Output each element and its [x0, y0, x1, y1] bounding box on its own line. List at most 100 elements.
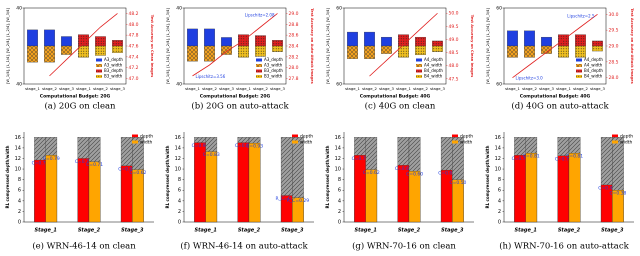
bar-pattern: [507, 46, 518, 58]
y-tick-label: 6: [178, 188, 181, 194]
accuracy-line: [49, 13, 118, 77]
y2-tick-label: 28.4: [289, 44, 299, 50]
y-tick-label: 4: [498, 198, 501, 204]
y-tick-label: 12: [15, 156, 21, 162]
legend-label: B3_depth: [264, 68, 283, 73]
y-tick-label: 0: [178, 220, 181, 226]
caption: (a) 20G on clean: [44, 101, 116, 112]
bar-pattern: [112, 46, 123, 53]
y2-tick-label: 29.5: [609, 28, 619, 34]
x-tick-label: stage_2: [413, 86, 428, 91]
y-tick-label: 10: [15, 167, 21, 173]
legend-swatch-pattern: [416, 64, 422, 67]
bar: [354, 155, 366, 223]
legend-swatch: [96, 58, 102, 62]
y2-tick-label: 50.0: [449, 11, 459, 17]
bar-pattern: [524, 46, 535, 58]
y2-tick-label: 28.5: [609, 59, 619, 65]
bar: [557, 155, 570, 223]
x-tick-label: stage_3: [59, 86, 74, 91]
y2-axis-label: Test Accuracy on Auto-Attack Images: [310, 8, 314, 83]
bar: [408, 171, 421, 223]
bar: [612, 190, 624, 223]
y-axis-label: RL compressed depth/width: [325, 145, 330, 208]
point-label: R_C=0.31: [276, 196, 298, 202]
point-label: C=0.38: [609, 191, 626, 197]
bar-pattern: [592, 46, 603, 52]
accuracy-line: [512, 14, 598, 78]
y-tick-label: 6: [18, 188, 21, 194]
caption: (e) WRN-46-14 on clean: [32, 241, 136, 252]
legend-swatch-pattern: [576, 69, 582, 73]
bar-pattern: [238, 46, 249, 58]
y2-tick-label: 48.0: [129, 22, 139, 28]
y-tick-label: 8: [498, 177, 501, 183]
bar-pattern: [398, 46, 409, 58]
legend-swatch: [256, 58, 262, 62]
bar-pattern: [78, 46, 89, 58]
bar-pattern: [575, 34, 586, 46]
legend-label: A3_width: [104, 63, 123, 68]
x-tick-label: Stage_3: [441, 228, 464, 234]
point-label: C=0.81: [523, 154, 540, 160]
point-label: R_C=0.29: [287, 198, 309, 204]
bar-pattern: [44, 46, 55, 63]
legend-swatch-pattern: [96, 69, 102, 73]
legend-swatch-pattern: [256, 69, 262, 73]
y-tick-label: 14: [15, 145, 21, 151]
y-tick-label: 0: [498, 220, 501, 226]
y-tick-label: 16: [495, 135, 501, 141]
bar: [452, 179, 464, 223]
bar: [525, 153, 538, 223]
legend-swatch-pattern: [96, 64, 102, 67]
x-tick-label: stage_3: [590, 86, 605, 91]
y-axis-label: [W_1/4], [L_1/4], [W_2/4], [L_2/4], [W_3…: [6, 8, 10, 84]
bar: [204, 28, 215, 47]
legend-swatch-pattern: [416, 75, 422, 78]
legend-label: B4_width: [424, 74, 443, 79]
legend-label: width: [300, 140, 313, 146]
legend-label: B4_depth: [424, 68, 443, 73]
bar-pattern: [575, 46, 586, 58]
bar-pattern: [61, 46, 72, 55]
point-label: C=0.79: [43, 156, 60, 162]
x-tick-label: Stage_2: [78, 228, 101, 234]
y-tick-label: 8: [18, 177, 21, 183]
point-label: C=0.94: [235, 143, 252, 149]
caption: (f) WRN-46-14 on auto-attack: [180, 241, 308, 252]
y-tick-label: 16: [175, 135, 181, 141]
x-tick-label: stage_1: [556, 86, 571, 91]
point-label: C=0.71: [86, 162, 103, 168]
bar: [221, 37, 232, 47]
legend-label: A3_depth: [104, 57, 123, 62]
x-axis-label: Computational Budget: 20G: [200, 94, 271, 100]
y-tick-label: 2: [498, 209, 501, 215]
y-tick-label: 12: [335, 156, 341, 162]
y-tick-label: 60: [336, 6, 342, 12]
point-label: C=0.81: [566, 154, 583, 160]
bar-pattern: [272, 40, 283, 46]
bar-pattern: [415, 37, 426, 46]
y-tick-label: 60: [496, 6, 502, 12]
accuracy-line: [369, 12, 438, 77]
legend-label: B3_width: [104, 74, 123, 79]
y-axis-label: RL compressed depth/width: [5, 145, 10, 208]
x-tick-label: Stage_1: [355, 228, 377, 234]
point-label: C=0.94: [192, 143, 209, 149]
point-label: C=0.67: [395, 166, 412, 172]
x-tick-label: stage_2: [362, 86, 377, 91]
y2-tick-label: 28.8: [289, 22, 299, 28]
legend-swatch: [132, 134, 138, 138]
y-tick-label: 4: [178, 198, 181, 204]
bar-pattern: [78, 34, 89, 46]
bar-pattern: [612, 137, 624, 222]
legend-label: A4_width: [584, 63, 603, 68]
x-tick-label: stage_2: [253, 86, 268, 91]
bar: [61, 36, 72, 47]
bar-pattern: [432, 46, 443, 52]
x-tick-label: stage_2: [202, 86, 217, 91]
legend-swatch: [416, 58, 422, 62]
bar: [381, 36, 392, 47]
annotation: Lipschitz=3.56: [196, 74, 226, 79]
legend-swatch: [452, 134, 458, 138]
